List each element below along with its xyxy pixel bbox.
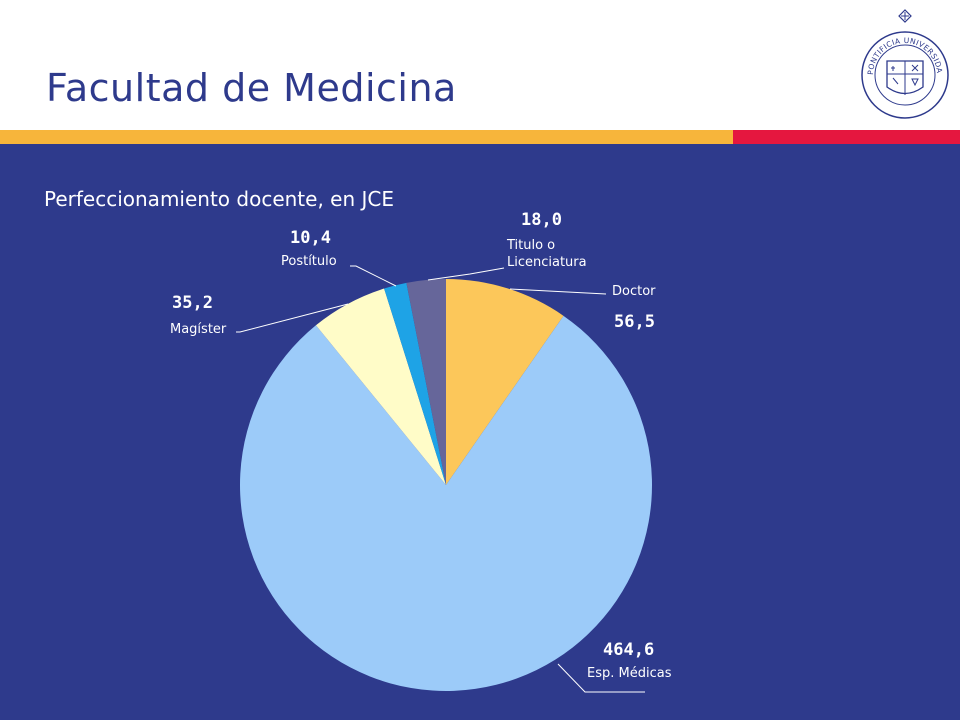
pie-slice-magister — [315, 288, 446, 485]
pie-slice-titulo-o-licenciatura — [406, 279, 446, 485]
leader-line-doctor — [509, 288, 607, 295]
slice-label-titulo-o-licenciatura-line-2: Licenciatura — [507, 255, 587, 270]
leader-line-titulo-o-licenciatura — [427, 267, 505, 281]
slice-value-doctor: 56,5 — [614, 312, 655, 332]
header-stripe-red — [733, 130, 960, 144]
slide-header: Facultad de Medicina PONTIFICIA UNIVERSI… — [0, 0, 960, 130]
header-stripe-orange — [0, 130, 733, 144]
slice-label-magister: Magíster — [170, 322, 227, 337]
leader-lines — [236, 265, 645, 693]
slice-label-titulo-o-licenciatura-line-1: Titulo o — [506, 238, 555, 253]
slice-label-doctor: Doctor — [612, 284, 656, 299]
pie-slices — [240, 279, 653, 692]
slice-value-esp-medicas: 464,6 — [603, 640, 654, 660]
slice-value-titulo-o-licenciatura: 18,0 — [521, 210, 562, 230]
slice-label-postitulo: Postítulo — [281, 254, 337, 269]
slice-label-esp-medicas: Esp. Médicas — [587, 666, 672, 681]
chart-title: Perfeccionamiento docente, en JCE — [44, 187, 394, 211]
pie-slice-doctor — [446, 279, 564, 485]
pie-slice-esp-medicas — [240, 315, 653, 692]
leader-line-esp-medicas — [557, 663, 645, 693]
slice-labels: 56,5 Doctor 464,6 Esp. Médicas 35,2 Magíster 1… — [170, 210, 672, 681]
slice-value-magister: 35,2 — [172, 293, 213, 313]
leader-line-postitulo — [350, 265, 397, 287]
slide-title: Facultad de Medicina — [46, 66, 457, 110]
pie-slice-postitulo — [384, 282, 446, 485]
slice-value-postitulo: 10,4 — [290, 228, 331, 248]
university-seal-icon: PONTIFICIA UNIVERSIDAD CATOLICA DE CHILE — [860, 8, 949, 119]
leader-line-magister — [236, 303, 349, 333]
